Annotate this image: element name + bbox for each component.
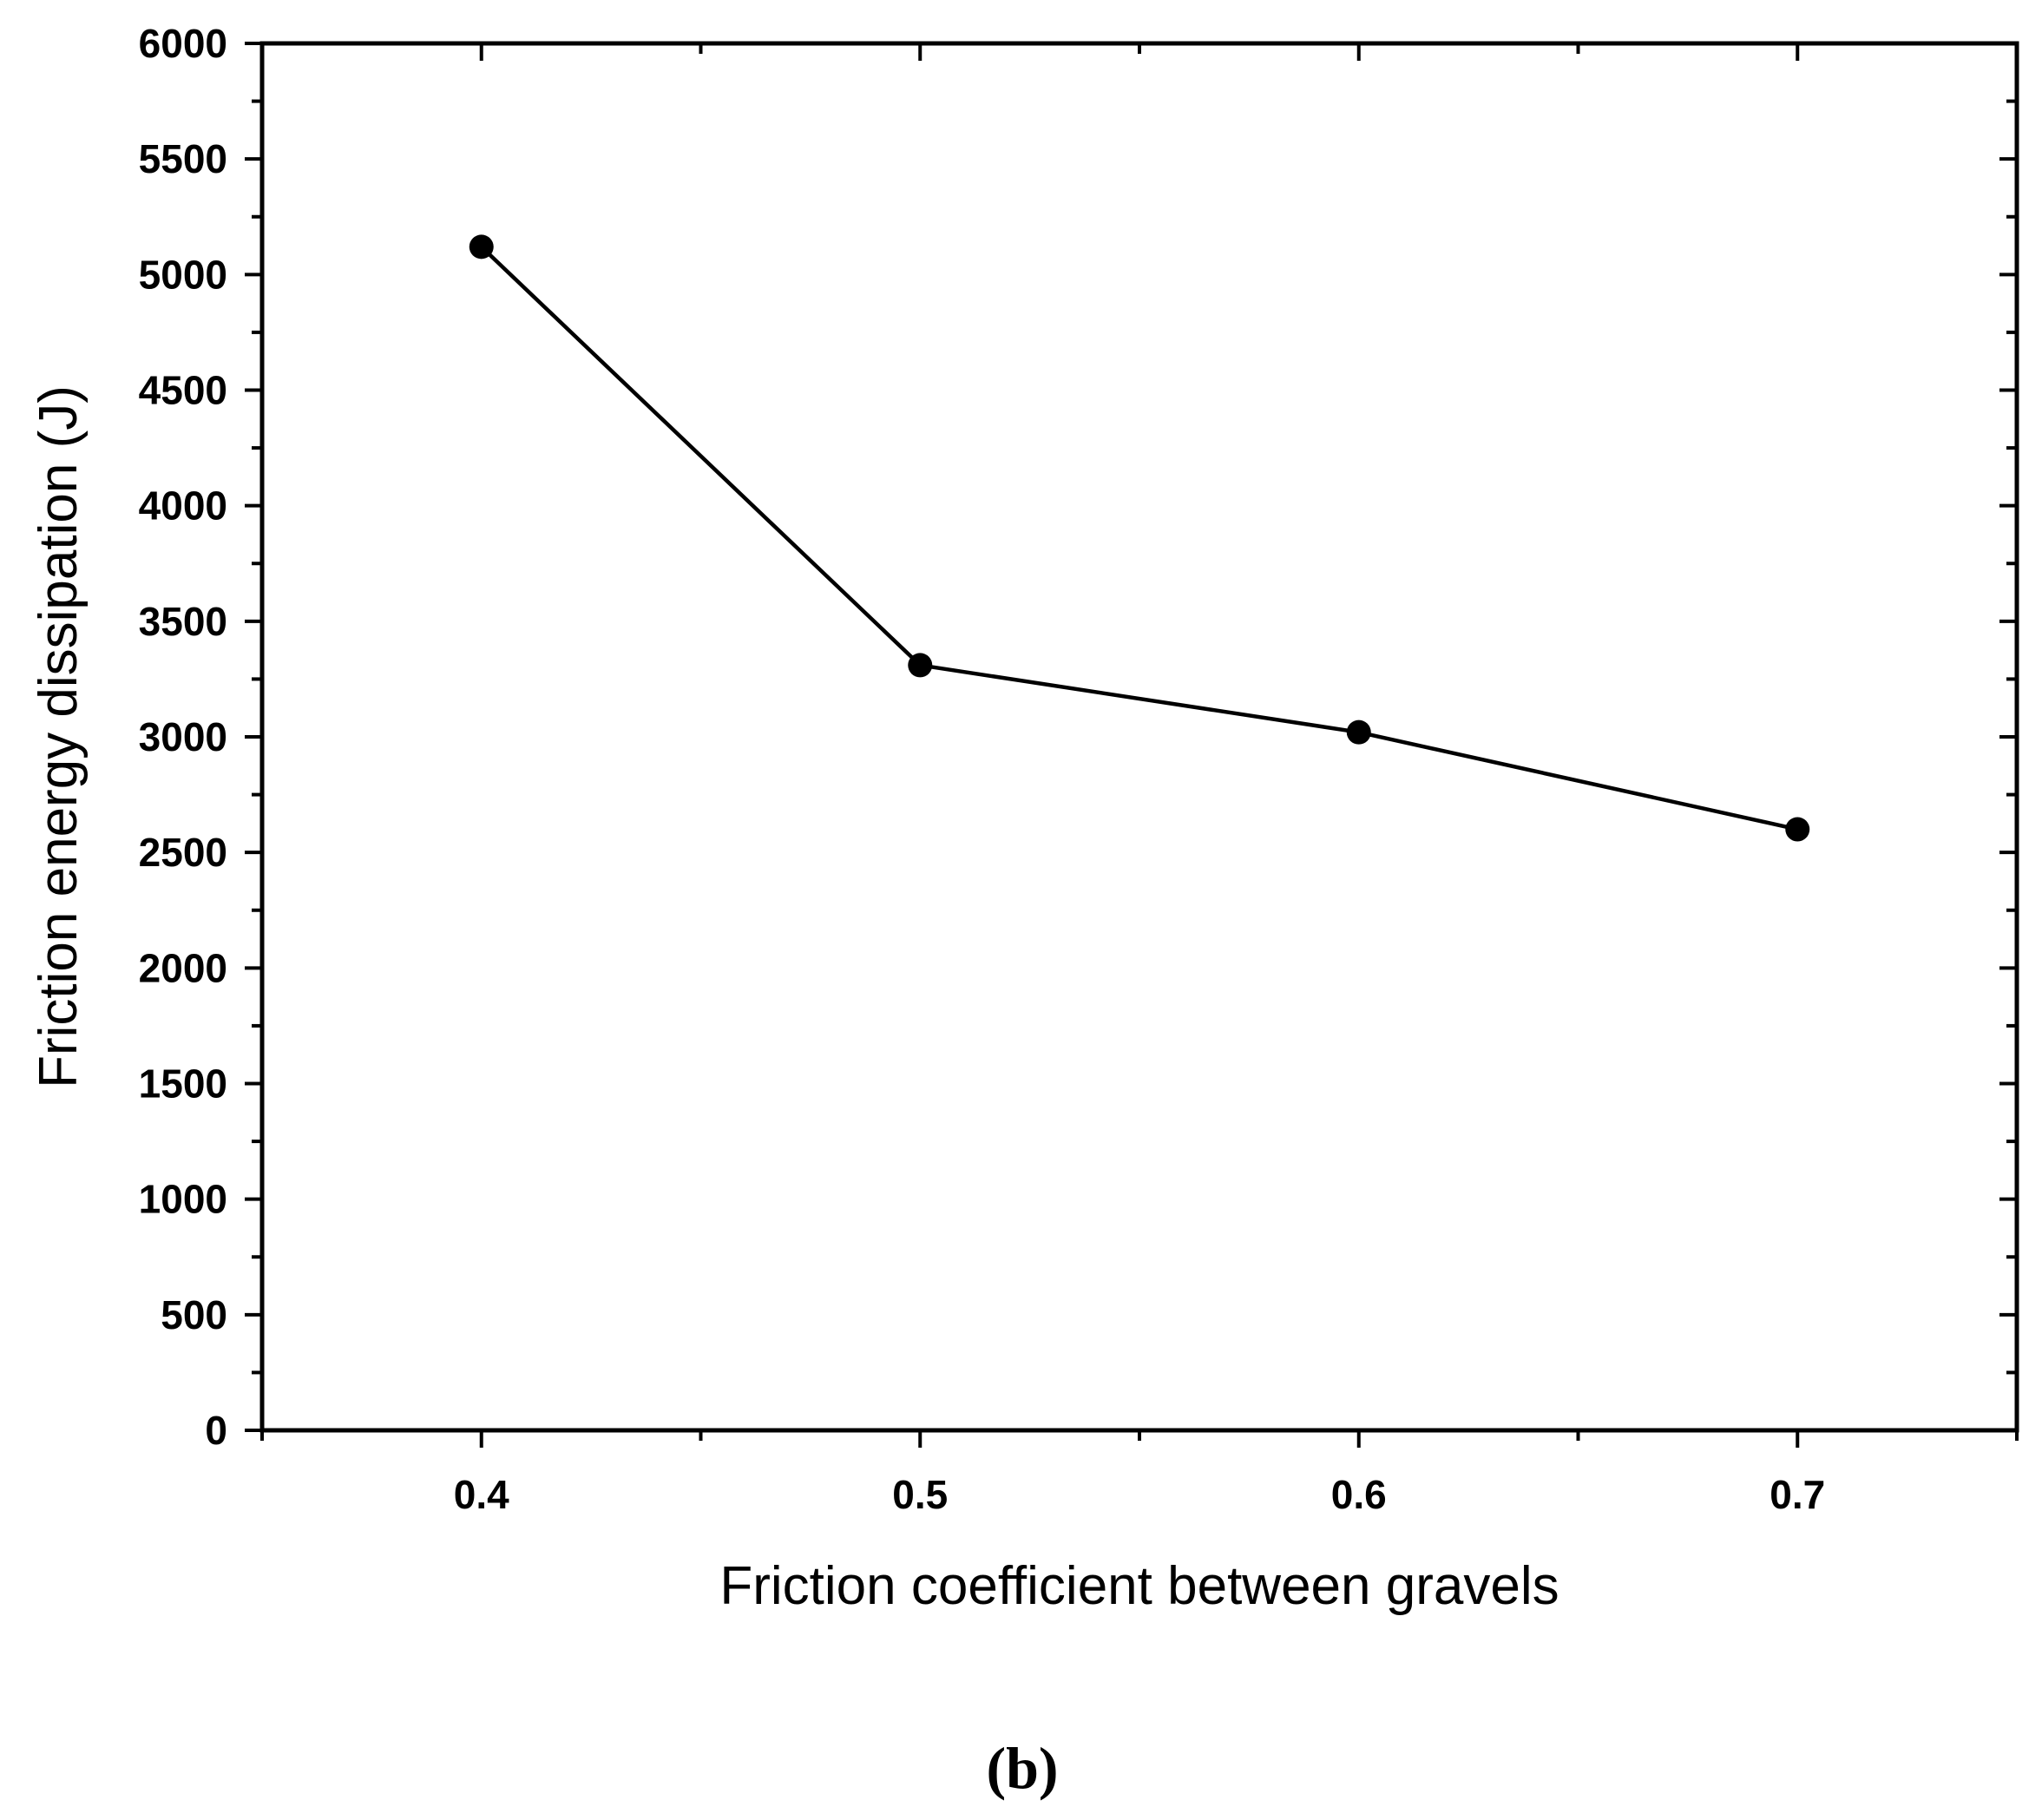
series-line [480, 245, 1798, 831]
x-tick-label: 0.7 [1770, 1472, 1825, 1517]
y-tick-label: 4000 [139, 483, 227, 529]
x-tick-label: 0.6 [1331, 1472, 1387, 1517]
plot-frame [259, 41, 2019, 1433]
y-tick-label: 6000 [139, 21, 227, 66]
data-point [908, 653, 933, 678]
x-tick-label: 0.4 [454, 1472, 509, 1517]
y-tick-label: 500 [161, 1292, 227, 1337]
x-axis-title: Friction coefficient between gravels [719, 1556, 1559, 1616]
data-point [1785, 817, 1810, 842]
y-tick-label: 5500 [139, 136, 227, 181]
data-series [469, 234, 1810, 842]
axis-tick-labels: 0 500 1000 1500 2000 2500 3000 3500 4000 4500 5000… [139, 21, 1826, 1517]
y-tick-label: 1000 [139, 1177, 227, 1222]
data-point [469, 234, 494, 260]
y-axis-title: Friction energy dissipation (J) [29, 385, 89, 1088]
y-tick-label: 3000 [139, 714, 227, 759]
x-tick-label: 0.5 [892, 1472, 948, 1517]
y-tick-label: 3500 [139, 599, 227, 644]
data-point [1346, 719, 1371, 745]
y-tick-label: 4500 [139, 368, 227, 413]
y-tick-label: 0 [205, 1408, 227, 1453]
y-tick-label: 5000 [139, 252, 227, 297]
axis-ticks [245, 42, 2019, 1448]
y-tick-label: 1500 [139, 1061, 227, 1107]
y-tick-label: 2500 [139, 830, 227, 875]
y-tick-label: 2000 [139, 945, 227, 990]
panel-label: (b) [986, 1735, 1058, 1801]
